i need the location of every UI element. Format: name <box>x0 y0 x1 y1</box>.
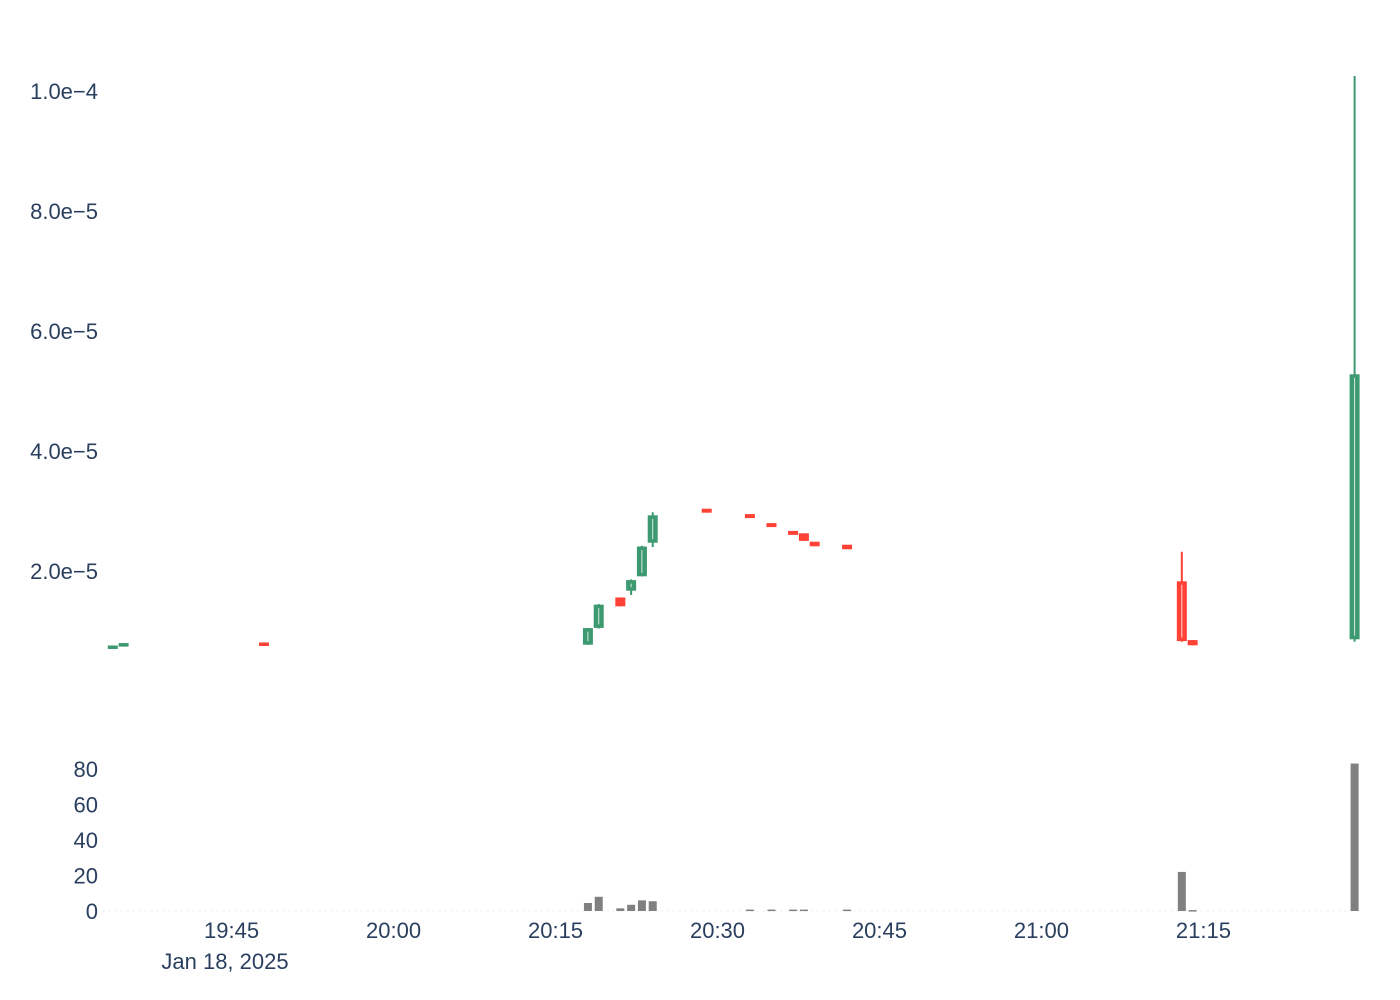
candlestick-plot <box>107 76 1360 649</box>
time-tick-label: 21:00 <box>1014 918 1069 943</box>
candle <box>809 541 820 547</box>
candle-body <box>744 514 755 519</box>
candle-body <box>798 533 809 541</box>
volume-tick-label: 20 <box>74 863 98 888</box>
volume-bar <box>1177 871 1186 911</box>
volume-bar <box>594 896 603 911</box>
candle-body <box>258 642 269 646</box>
volume-bar <box>745 909 754 912</box>
volume-bar <box>1188 910 1197 912</box>
candle <box>615 597 626 607</box>
volume-bar <box>1350 763 1359 911</box>
candle <box>636 545 647 577</box>
candle <box>1349 76 1360 642</box>
time-tick-label: 19:45 <box>204 918 259 943</box>
volume-bar <box>616 908 625 911</box>
candle <box>1187 640 1198 646</box>
volume-axis: 0 20 40 60 80 <box>74 757 98 924</box>
candle <box>118 643 129 647</box>
candle-body <box>766 523 777 528</box>
volume-bar <box>648 901 657 911</box>
time-tick-label: 20:00 <box>366 918 421 943</box>
volume-plot <box>102 763 1360 912</box>
price-tick-label: 4.0e−5 <box>30 439 98 464</box>
volume-bar <box>637 900 646 911</box>
candle <box>788 530 799 535</box>
volume-bar <box>789 909 798 912</box>
candle <box>701 508 712 513</box>
price-tick-label: 6.0e−5 <box>30 319 98 344</box>
candle <box>766 523 777 528</box>
candle <box>798 533 809 541</box>
price-tick-label: 2.0e−5 <box>30 559 98 584</box>
time-tick-label: 20:30 <box>690 918 745 943</box>
price-tick-label: 8.0e−5 <box>30 199 98 224</box>
time-tick-label: 20:45 <box>852 918 907 943</box>
candle <box>258 642 269 646</box>
volume-bar <box>583 903 592 911</box>
candle <box>744 514 755 519</box>
candle-body <box>615 597 626 607</box>
candle-body <box>842 544 853 550</box>
volume-tick-label: 0 <box>86 899 98 924</box>
candle <box>842 544 853 550</box>
candle <box>626 579 637 595</box>
volume-tick-label: 80 <box>74 757 98 782</box>
volume-bar <box>799 909 808 912</box>
candle-body <box>701 508 712 513</box>
candle-body <box>107 645 118 649</box>
volume-bar <box>627 904 636 911</box>
volume-tick-label: 60 <box>74 792 98 817</box>
date-label: Jan 18, 2025 <box>161 949 288 974</box>
volume-bar <box>843 909 852 912</box>
candle-body <box>118 643 129 647</box>
candle <box>582 628 593 645</box>
candle-body <box>788 530 799 535</box>
time-tick-label: 21:15 <box>1176 918 1231 943</box>
candle <box>593 604 604 629</box>
volume-tick-label: 40 <box>74 828 98 853</box>
candle <box>107 645 118 649</box>
volume-bar <box>767 909 776 912</box>
price-axis: 2.0e−5 4.0e−5 6.0e−5 8.0e−5 1.0e−4 <box>30 79 98 584</box>
candle <box>647 512 658 547</box>
time-tick-label: 20:15 <box>528 918 583 943</box>
candle-body <box>809 541 820 547</box>
price-tick-label: 1.0e−4 <box>30 79 98 104</box>
candle-body <box>1187 640 1198 646</box>
time-axis: 19:45 20:00 20:15 20:30 20:45 21:00 21:15 <box>204 918 1231 943</box>
candle <box>1176 551 1187 642</box>
